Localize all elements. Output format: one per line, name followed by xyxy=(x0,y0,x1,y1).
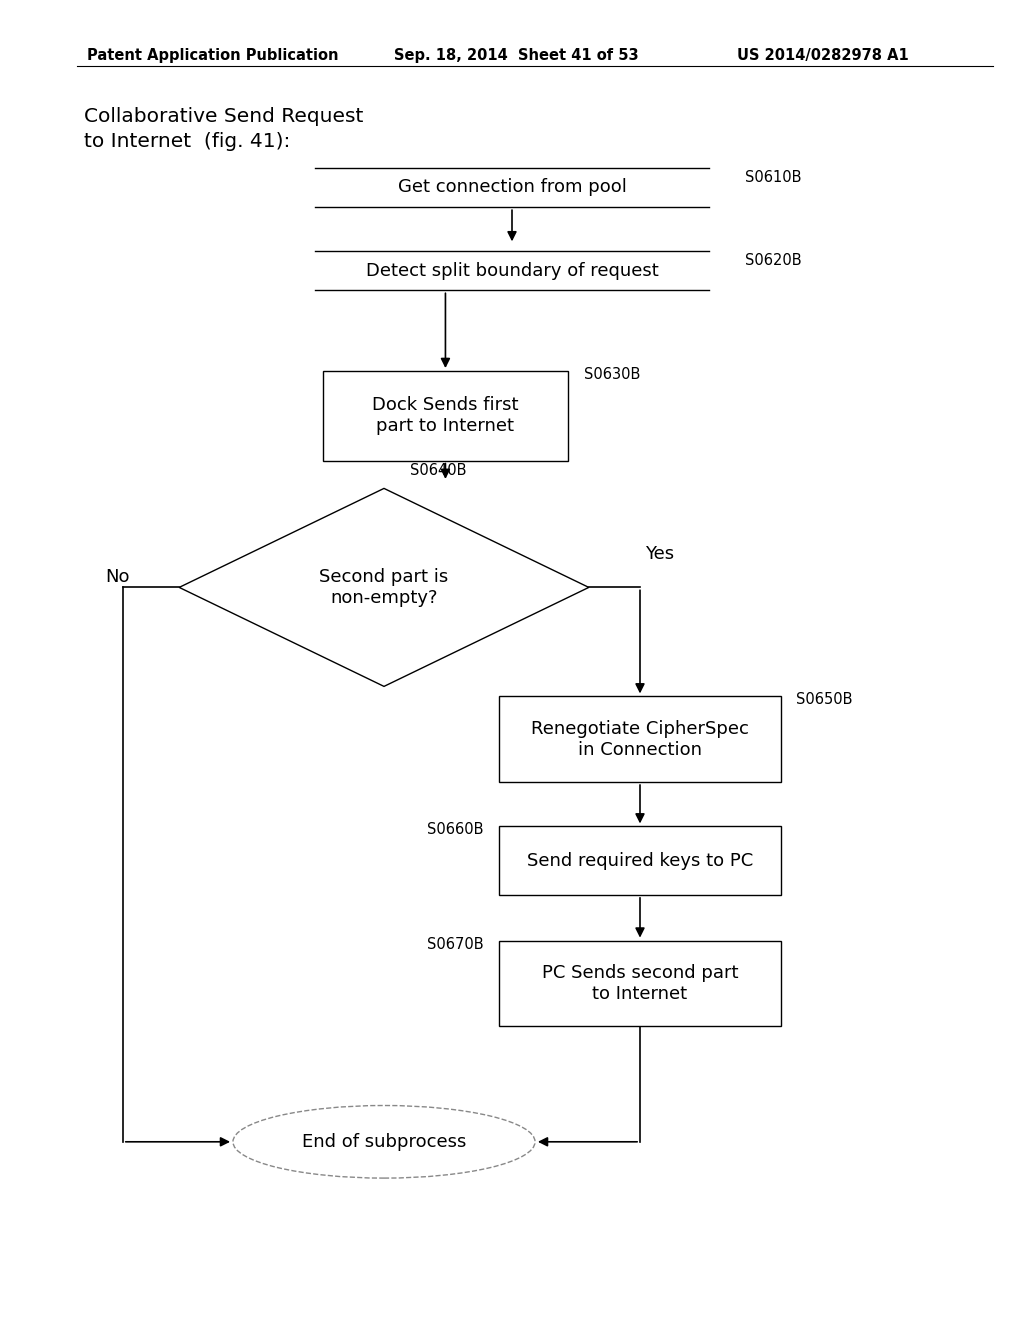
Text: S0640B: S0640B xyxy=(410,463,466,478)
Bar xyxy=(500,826,780,895)
Text: Collaborative Send Request: Collaborative Send Request xyxy=(84,107,364,125)
Polygon shape xyxy=(179,488,589,686)
Text: Sep. 18, 2014  Sheet 41 of 53: Sep. 18, 2014 Sheet 41 of 53 xyxy=(394,48,639,63)
Text: to Internet  (fig. 41):: to Internet (fig. 41): xyxy=(84,132,291,150)
Text: Get connection from pool: Get connection from pool xyxy=(397,178,627,197)
Text: Yes: Yes xyxy=(645,545,674,564)
Text: Dock Sends first
part to Internet: Dock Sends first part to Internet xyxy=(372,396,519,436)
Text: End of subprocess: End of subprocess xyxy=(302,1133,466,1151)
Text: S0660B: S0660B xyxy=(427,822,483,837)
Text: S0610B: S0610B xyxy=(745,170,802,185)
Text: PC Sends second part
to Internet: PC Sends second part to Internet xyxy=(542,964,738,1003)
Text: S0620B: S0620B xyxy=(745,253,802,268)
Text: No: No xyxy=(105,568,130,586)
Text: S0670B: S0670B xyxy=(427,937,483,952)
Text: Send required keys to PC: Send required keys to PC xyxy=(527,851,753,870)
Bar xyxy=(500,697,780,781)
Bar xyxy=(323,371,568,461)
Text: Second part is
non-empty?: Second part is non-empty? xyxy=(319,568,449,607)
Ellipse shape xyxy=(233,1106,535,1177)
Text: Patent Application Publication: Patent Application Publication xyxy=(87,48,339,63)
Text: S0650B: S0650B xyxy=(797,692,853,708)
Text: US 2014/0282978 A1: US 2014/0282978 A1 xyxy=(737,48,909,63)
Bar xyxy=(500,940,780,1027)
Text: Detect split boundary of request: Detect split boundary of request xyxy=(366,261,658,280)
Text: Renegotiate CipherSpec
in Connection: Renegotiate CipherSpec in Connection xyxy=(531,719,749,759)
Text: S0630B: S0630B xyxy=(584,367,640,381)
